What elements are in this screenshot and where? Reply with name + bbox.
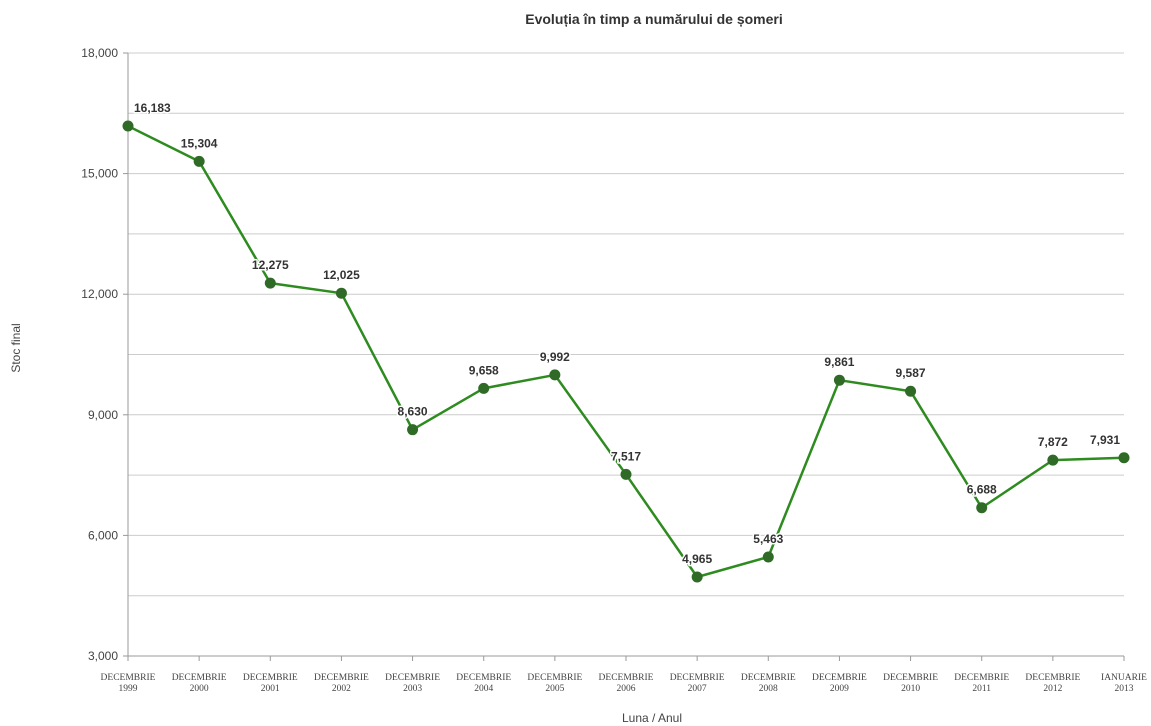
data-point[interactable] (264, 277, 276, 289)
y-tick-label: 6,000 (88, 528, 118, 542)
data-label: 12,025 (323, 268, 360, 282)
x-tick-label: DECEMBRIE 2006 (599, 673, 654, 694)
data-point[interactable] (407, 424, 419, 436)
data-label: 12,275 (252, 258, 289, 272)
x-tick-label: DECEMBRIE 2008 (741, 673, 796, 694)
data-point[interactable] (691, 571, 703, 583)
y-axis-label: Stoc final (9, 323, 23, 372)
x-tick-label: DECEMBRIE 2002 (314, 673, 369, 694)
x-tick-label: IANUARIE 2013 (1101, 673, 1147, 694)
x-axis-label: Luna / Anul (622, 711, 682, 725)
x-tick-label: DECEMBRIE 2007 (670, 673, 725, 694)
chart-title: Evoluția în timp a numărului de șomeri (525, 11, 783, 27)
x-tick-label: DECEMBRIE 2011 (954, 673, 1009, 694)
y-tick-label: 15,000 (81, 167, 118, 181)
data-point[interactable] (905, 385, 917, 397)
y-tick-label: 3,000 (88, 649, 118, 663)
series-line (127, 124, 1125, 579)
data-label: 7,517 (611, 449, 641, 463)
x-tick-label: DECEMBRIE 2001 (243, 673, 298, 694)
x-tick-label: DECEMBRIE 2003 (385, 673, 440, 694)
x-tick-label: DECEMBRIE 2009 (812, 673, 867, 694)
x-tick-label: DECEMBRIE 2000 (172, 673, 227, 694)
data-label: 16,183 (134, 101, 171, 115)
x-tick-label: DECEMBRIE 2005 (527, 673, 582, 694)
data-label: 15,304 (181, 136, 218, 150)
data-point[interactable] (335, 287, 347, 299)
data-point[interactable] (620, 468, 632, 480)
data-label: 5,463 (753, 532, 783, 546)
data-point[interactable] (1047, 454, 1059, 466)
x-tick-label: DECEMBRIE 2004 (456, 673, 511, 694)
data-point[interactable] (762, 551, 774, 563)
y-tick-label: 18,000 (81, 46, 118, 60)
data-label: 4,965 (682, 552, 712, 566)
x-tick-label: DECEMBRIE 2012 (1025, 673, 1080, 694)
data-point[interactable] (1118, 452, 1130, 464)
data-label: 9,992 (540, 350, 570, 364)
y-tick-label: 12,000 (81, 287, 118, 301)
data-label: 9,587 (896, 366, 926, 380)
data-label: 8,630 (398, 405, 428, 419)
x-tick-label: DECEMBRIE 2010 (883, 673, 938, 694)
data-label: 9,658 (469, 363, 499, 377)
data-point[interactable] (193, 155, 205, 167)
data-point[interactable] (833, 374, 845, 386)
y-tick-label: 9,000 (88, 408, 118, 422)
data-label: 7,931 (1090, 433, 1120, 447)
data-label: 6,688 (967, 483, 997, 497)
data-point[interactable] (122, 120, 134, 132)
data-point[interactable] (478, 382, 490, 394)
data-label: 7,872 (1038, 435, 1068, 449)
data-point[interactable] (976, 502, 988, 514)
x-tick-label: DECEMBRIE 1999 (101, 673, 156, 694)
data-point[interactable] (549, 369, 561, 381)
data-label: 9,861 (824, 355, 854, 369)
